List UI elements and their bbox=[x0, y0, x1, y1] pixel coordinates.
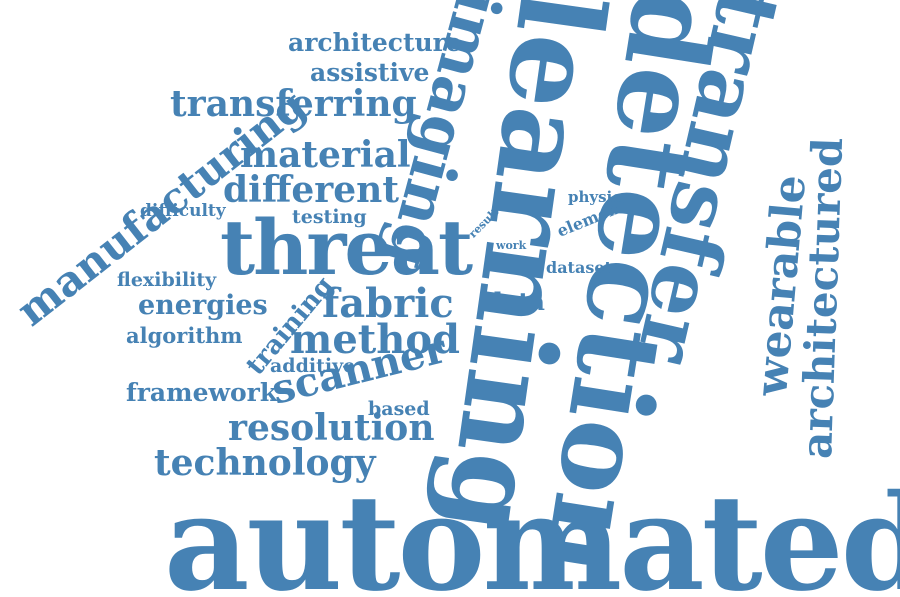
word-energies: energies bbox=[138, 290, 268, 321]
word-fabric: fabric bbox=[322, 280, 454, 327]
word-resolution: resolution bbox=[228, 407, 435, 449]
word-difficulty: difficulty bbox=[140, 201, 226, 221]
word-data: data bbox=[486, 287, 545, 316]
word-physic: physic bbox=[568, 188, 622, 206]
word-architectured: architectured bbox=[792, 136, 853, 460]
word-flexibility: flexibility bbox=[117, 269, 217, 291]
word-additive: additive bbox=[270, 355, 356, 377]
word-work: work bbox=[496, 239, 527, 252]
word-transferring: transferring bbox=[170, 83, 417, 125]
word-material: material bbox=[240, 134, 411, 176]
word-architecture: architecture bbox=[288, 28, 462, 57]
word-automated: automated bbox=[164, 466, 900, 597]
word-different: different bbox=[223, 169, 399, 211]
word-testing: testing bbox=[292, 206, 367, 228]
word-framework: framework bbox=[126, 378, 278, 407]
word-algorithm: algorithm bbox=[126, 323, 243, 348]
word-dataset: dataset bbox=[546, 258, 612, 277]
word-technology: technology bbox=[154, 442, 376, 484]
word-assistive: assistive bbox=[310, 58, 430, 87]
word-threat: threat bbox=[220, 203, 473, 292]
word-method: method bbox=[290, 316, 460, 363]
word-based: based bbox=[368, 398, 430, 420]
